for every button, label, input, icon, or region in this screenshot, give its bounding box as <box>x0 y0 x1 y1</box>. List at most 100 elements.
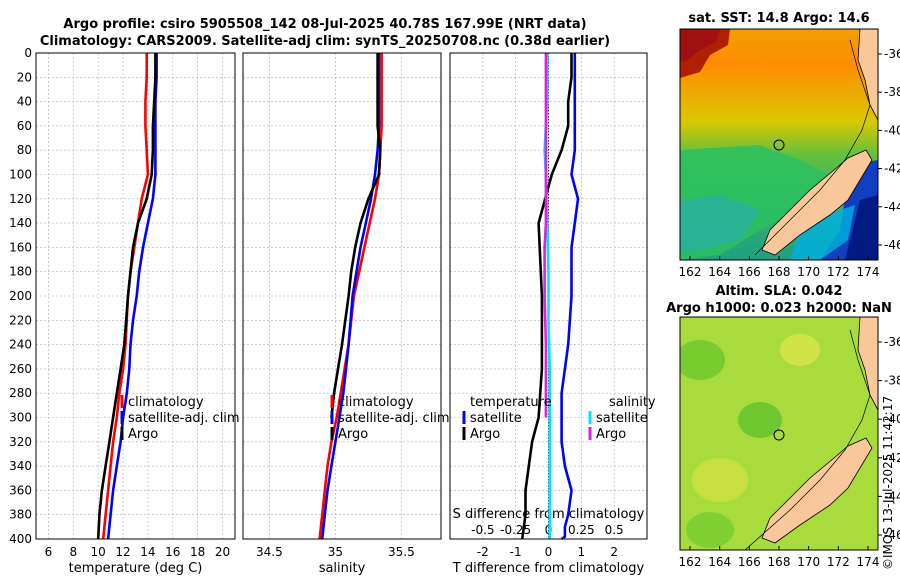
map-y-tick-label: -42 <box>884 451 900 465</box>
x-tick-label: 18 <box>190 545 205 559</box>
series-line-t-argo <box>520 53 573 540</box>
y-tick-label: 280 <box>9 386 32 400</box>
y-tick-label: 300 <box>9 411 32 425</box>
map-x-tick-label: 174 <box>857 555 880 569</box>
cold-patch-inner <box>845 195 878 260</box>
map-x-tick-label: 164 <box>708 265 731 279</box>
sla-map-title-line2: Argo h1000: 0.023 h2000: NaN <box>666 301 892 316</box>
s-tick-label: 0.25 <box>568 523 595 537</box>
legend-climatology-label: climatology <box>338 395 414 410</box>
y-tick-label: 0 <box>24 46 32 60</box>
sla-blob <box>692 458 748 502</box>
series-line-s-argo <box>543 53 548 418</box>
sla-blob <box>686 512 734 548</box>
y-tick-label: 40 <box>17 95 32 109</box>
x-tick-label: 34.5 <box>256 545 283 559</box>
sla-map-title-line1: Altim. SLA: 0.042 <box>716 284 843 299</box>
series-line-t-satellite <box>560 53 580 541</box>
x-tick-label: 35.5 <box>388 545 415 559</box>
y-tick-label: 100 <box>9 168 32 182</box>
y-tick-label: 60 <box>17 119 32 133</box>
temperature-axes: 0 20 40 60 80 100 120 140 160 180 200 220 240 260 280 3… <box>9 46 236 576</box>
sla-blob <box>738 402 782 438</box>
y-tick-label: 20 <box>17 70 32 84</box>
x-tick-label: 8 <box>69 545 77 559</box>
sla-x-ticks: 162 164 166 168 170 172 174 <box>679 546 880 569</box>
x-tick-label: 20 <box>215 545 230 559</box>
land-south-island <box>761 437 873 544</box>
map-x-tick-label: 166 <box>738 265 761 279</box>
map-y-tick-label: -42 <box>884 162 900 176</box>
plot-frame <box>242 52 442 540</box>
legend-t-satellite-label: satellite <box>470 411 522 426</box>
s-tick-label: -0.5 <box>471 523 494 537</box>
sst-map: sat. SST: 14.8 Argo: 14.6 <box>679 11 900 279</box>
salinity-legend: climatology satellite-adj. clim Argo <box>330 395 450 442</box>
legend-argo-label: Argo <box>128 427 158 442</box>
map-x-tick-label: 172 <box>827 555 850 569</box>
sst-y-ticks: -36 -38 -40 -42 -44 -46 <box>878 47 900 252</box>
legend-t-argo-label: Argo <box>470 427 500 442</box>
cyan-patch <box>790 205 855 260</box>
y-tick-label: 360 <box>9 483 32 497</box>
sst-x-ticks: 162 164 166 168 170 172 174 <box>679 256 880 279</box>
x-tick-label: 2 <box>610 545 618 559</box>
plot-frame <box>449 52 648 540</box>
x-axis-label: T difference from climatology <box>452 561 645 576</box>
series-line-climatology <box>318 53 383 540</box>
y-tick-label: 340 <box>9 459 32 473</box>
y-tick-label: 240 <box>9 338 32 352</box>
map-x-tick-label: 162 <box>679 265 702 279</box>
sst-map-title: sat. SST: 14.8 Argo: 14.6 <box>688 11 869 26</box>
map-y-tick-label: -36 <box>884 47 900 61</box>
series-line-satellite-adj-clim <box>106 53 158 540</box>
map-y-tick-label: -44 <box>884 200 900 214</box>
legend-s-satellite-label: satellite <box>596 411 648 426</box>
map-y-tick-label: -36 <box>884 335 900 349</box>
y-tick-label: 180 <box>9 265 32 279</box>
legend-climatology-label: climatology <box>128 395 204 410</box>
map-x-tick-label: 172 <box>827 265 850 279</box>
y-tick-label: 260 <box>9 362 32 376</box>
legend-satellite-label: satellite-adj. clim <box>128 411 240 426</box>
argo-position-marker <box>773 139 785 151</box>
plot-frame <box>35 52 236 540</box>
map-x-tick-label: 170 <box>797 555 820 569</box>
temperature-legend: climatology satellite-adj. clim Argo <box>120 395 240 442</box>
legend-s-argo-label: Argo <box>596 427 626 442</box>
x-tick-label: 16 <box>165 545 180 559</box>
map-y-tick-label: -38 <box>884 85 900 99</box>
y-tick-label: 400 <box>9 532 32 546</box>
x-tick-label: 12 <box>115 545 130 559</box>
legend-temperature-header: temperature <box>470 395 552 410</box>
y-tick-label: 80 <box>17 143 32 157</box>
bathymetry-contour <box>744 329 871 550</box>
map-x-tick-label: 174 <box>857 265 880 279</box>
salinity-axes: 34.5 35 35.5 salinity <box>242 52 442 576</box>
map-y-tick-label: -44 <box>884 489 900 503</box>
map-x-tick-label: 170 <box>797 265 820 279</box>
map-x-tick-label: 162 <box>679 555 702 569</box>
watermark: ©IMOS 13-Jul-2025 11:42:17 <box>881 396 895 570</box>
sla-blob <box>780 334 820 366</box>
legend-argo-label: Argo <box>338 427 368 442</box>
x-tick-label: -1 <box>510 545 522 559</box>
difference-legend: temperature satellite Argo salinity sate… <box>462 395 656 442</box>
sla-map: Altim. SLA: 0.042 Argo h1000: 0.023 h200… <box>666 284 900 569</box>
argo-position-marker <box>773 429 785 441</box>
map-y-tick-label: -40 <box>884 412 900 426</box>
legend-salinity-header: salinity <box>609 395 656 410</box>
x-tick-label: 0 <box>545 545 553 559</box>
y-tick-label: 380 <box>9 508 32 522</box>
y-tick-label: 140 <box>9 216 32 230</box>
y-tick-label: 120 <box>9 192 32 206</box>
map-x-tick-label: 168 <box>768 265 791 279</box>
series-line-argo <box>330 53 382 418</box>
y-tick-label: 200 <box>9 289 32 303</box>
legend-satellite-label: satellite-adj. clim <box>338 411 450 426</box>
warm-core-inner <box>680 29 720 62</box>
s-tick-label: 0.5 <box>605 523 624 537</box>
x-tick-label: 6 <box>45 545 53 559</box>
